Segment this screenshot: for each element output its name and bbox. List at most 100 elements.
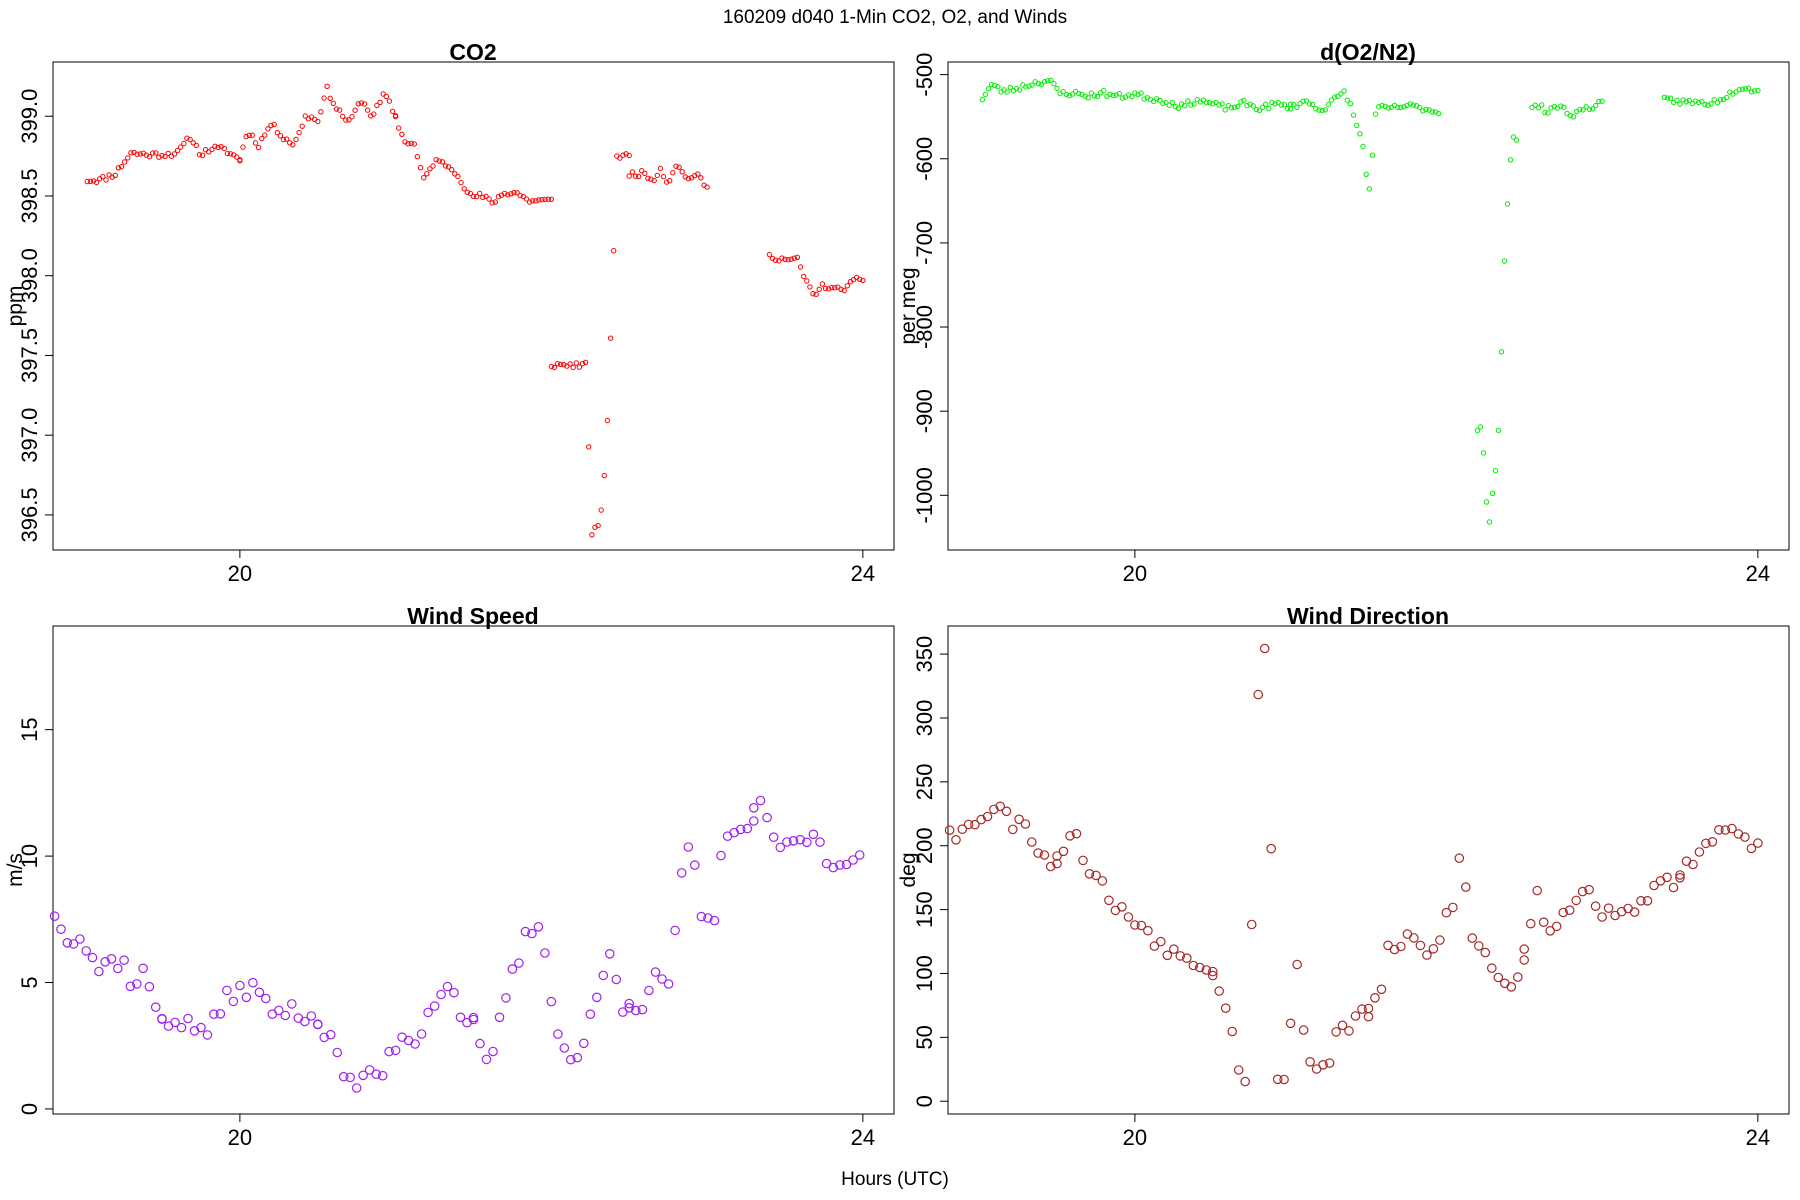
data-point — [1483, 499, 1490, 505]
data-point — [332, 1047, 342, 1058]
data-point — [748, 802, 759, 813]
data-point — [992, 82, 998, 89]
panel-title: CO2 — [449, 39, 496, 65]
data-point — [1461, 882, 1471, 892]
data-point — [489, 200, 495, 206]
data-point — [1389, 944, 1400, 955]
data-point — [505, 192, 511, 198]
data-point — [591, 992, 602, 1003]
data-point — [801, 273, 807, 280]
data-point — [835, 860, 845, 870]
data-point — [306, 1011, 317, 1021]
y-axis-label: m/s — [4, 853, 27, 887]
data-point — [1603, 903, 1614, 913]
data-point — [1279, 1074, 1289, 1085]
data-point — [397, 1032, 407, 1042]
data-point — [399, 131, 405, 138]
data-point — [196, 1022, 206, 1033]
data-point — [632, 173, 639, 179]
data-point — [455, 173, 461, 180]
data-point — [1175, 105, 1182, 112]
data-point — [644, 985, 654, 996]
data-point — [611, 974, 622, 985]
y-tick-label: 0 — [912, 1095, 937, 1107]
data-point — [1272, 1074, 1283, 1085]
data-point — [794, 254, 801, 260]
data-point — [617, 155, 623, 161]
data-point — [100, 956, 110, 967]
data-point — [857, 276, 863, 282]
data-point — [511, 190, 517, 196]
data-point — [1278, 102, 1285, 108]
data-point — [995, 801, 1005, 812]
data-point — [828, 862, 839, 873]
data-point — [1214, 986, 1224, 996]
data-point — [389, 108, 396, 115]
y-axis-label: ppm — [4, 286, 27, 327]
data-point — [1354, 122, 1360, 129]
data-point — [94, 966, 104, 977]
data-point — [667, 178, 673, 184]
data-point — [1123, 912, 1134, 922]
data-point — [1039, 850, 1050, 860]
data-point — [429, 1001, 440, 1011]
x-tick-label: 20 — [1123, 1125, 1147, 1150]
data-point — [782, 256, 788, 262]
data-point — [1649, 880, 1659, 891]
data-point — [768, 832, 779, 842]
y-tick-label: 5 — [17, 976, 42, 988]
data-point — [676, 868, 687, 878]
data-point — [598, 970, 609, 981]
data-point — [125, 981, 136, 992]
data-point — [449, 167, 455, 173]
data-point — [772, 257, 779, 263]
data-point — [985, 86, 992, 92]
data-point — [1538, 917, 1549, 927]
data-point — [989, 804, 999, 815]
data-point — [355, 101, 361, 107]
data-point — [1185, 98, 1191, 104]
data-point — [816, 286, 822, 292]
data-point — [1208, 966, 1218, 977]
data-point — [1272, 101, 1278, 107]
x-tick-label: 24 — [851, 1125, 875, 1150]
data-point — [1429, 109, 1436, 115]
data-point — [1324, 1058, 1335, 1068]
data-point — [848, 855, 858, 865]
data-point — [1182, 953, 1192, 963]
data-point — [1577, 886, 1588, 897]
data-point — [514, 958, 524, 968]
data-point — [779, 255, 785, 261]
data-point — [1376, 104, 1382, 110]
data-point — [546, 996, 557, 1007]
data-point — [1200, 97, 1207, 103]
data-point — [473, 193, 480, 200]
y-axis: 0 5 10 15 — [17, 717, 53, 1115]
data-point — [785, 257, 791, 263]
data-point — [841, 287, 847, 294]
data-point — [132, 979, 142, 989]
y-tick-label: 15 — [17, 717, 42, 741]
data-point — [1110, 92, 1116, 99]
data-point — [520, 926, 531, 937]
data-point — [1041, 79, 1048, 85]
y-axis-label: deg — [897, 852, 920, 887]
data-point — [808, 829, 819, 840]
data-point — [539, 197, 545, 203]
data-point — [982, 91, 989, 98]
data-point — [1396, 941, 1406, 952]
data-point — [237, 158, 243, 164]
data-point — [1300, 98, 1306, 104]
y-axis: 396.5 397.0 397.5 398.0 398.5 399.0 — [17, 89, 53, 542]
data-point — [252, 140, 259, 146]
data-point — [1097, 876, 1108, 886]
data-point — [293, 1013, 304, 1023]
data-point — [1372, 111, 1379, 117]
data-point — [526, 199, 533, 205]
data-point — [1724, 94, 1730, 101]
data-point — [1683, 99, 1689, 105]
data-point — [414, 154, 421, 160]
data-point — [762, 812, 772, 823]
data-point — [222, 985, 232, 996]
data-point — [654, 172, 660, 179]
